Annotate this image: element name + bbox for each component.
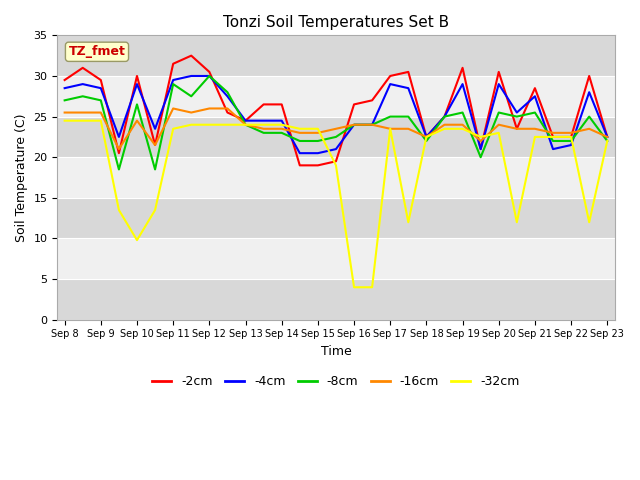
Legend: -2cm, -4cm, -8cm, -16cm, -32cm: -2cm, -4cm, -8cm, -16cm, -32cm — [147, 370, 525, 393]
Bar — [58, 36, 614, 76]
Title: Tonzi Soil Temperatures Set B: Tonzi Soil Temperatures Set B — [223, 15, 449, 30]
Bar — [58, 76, 614, 117]
Bar — [58, 117, 614, 157]
X-axis label: Time: Time — [321, 345, 351, 358]
Y-axis label: Soil Temperature (C): Soil Temperature (C) — [15, 113, 28, 242]
Text: TZ_fmet: TZ_fmet — [68, 45, 125, 58]
Bar — [58, 279, 614, 320]
Bar — [58, 239, 614, 279]
Bar — [58, 157, 614, 198]
Bar — [58, 198, 614, 239]
